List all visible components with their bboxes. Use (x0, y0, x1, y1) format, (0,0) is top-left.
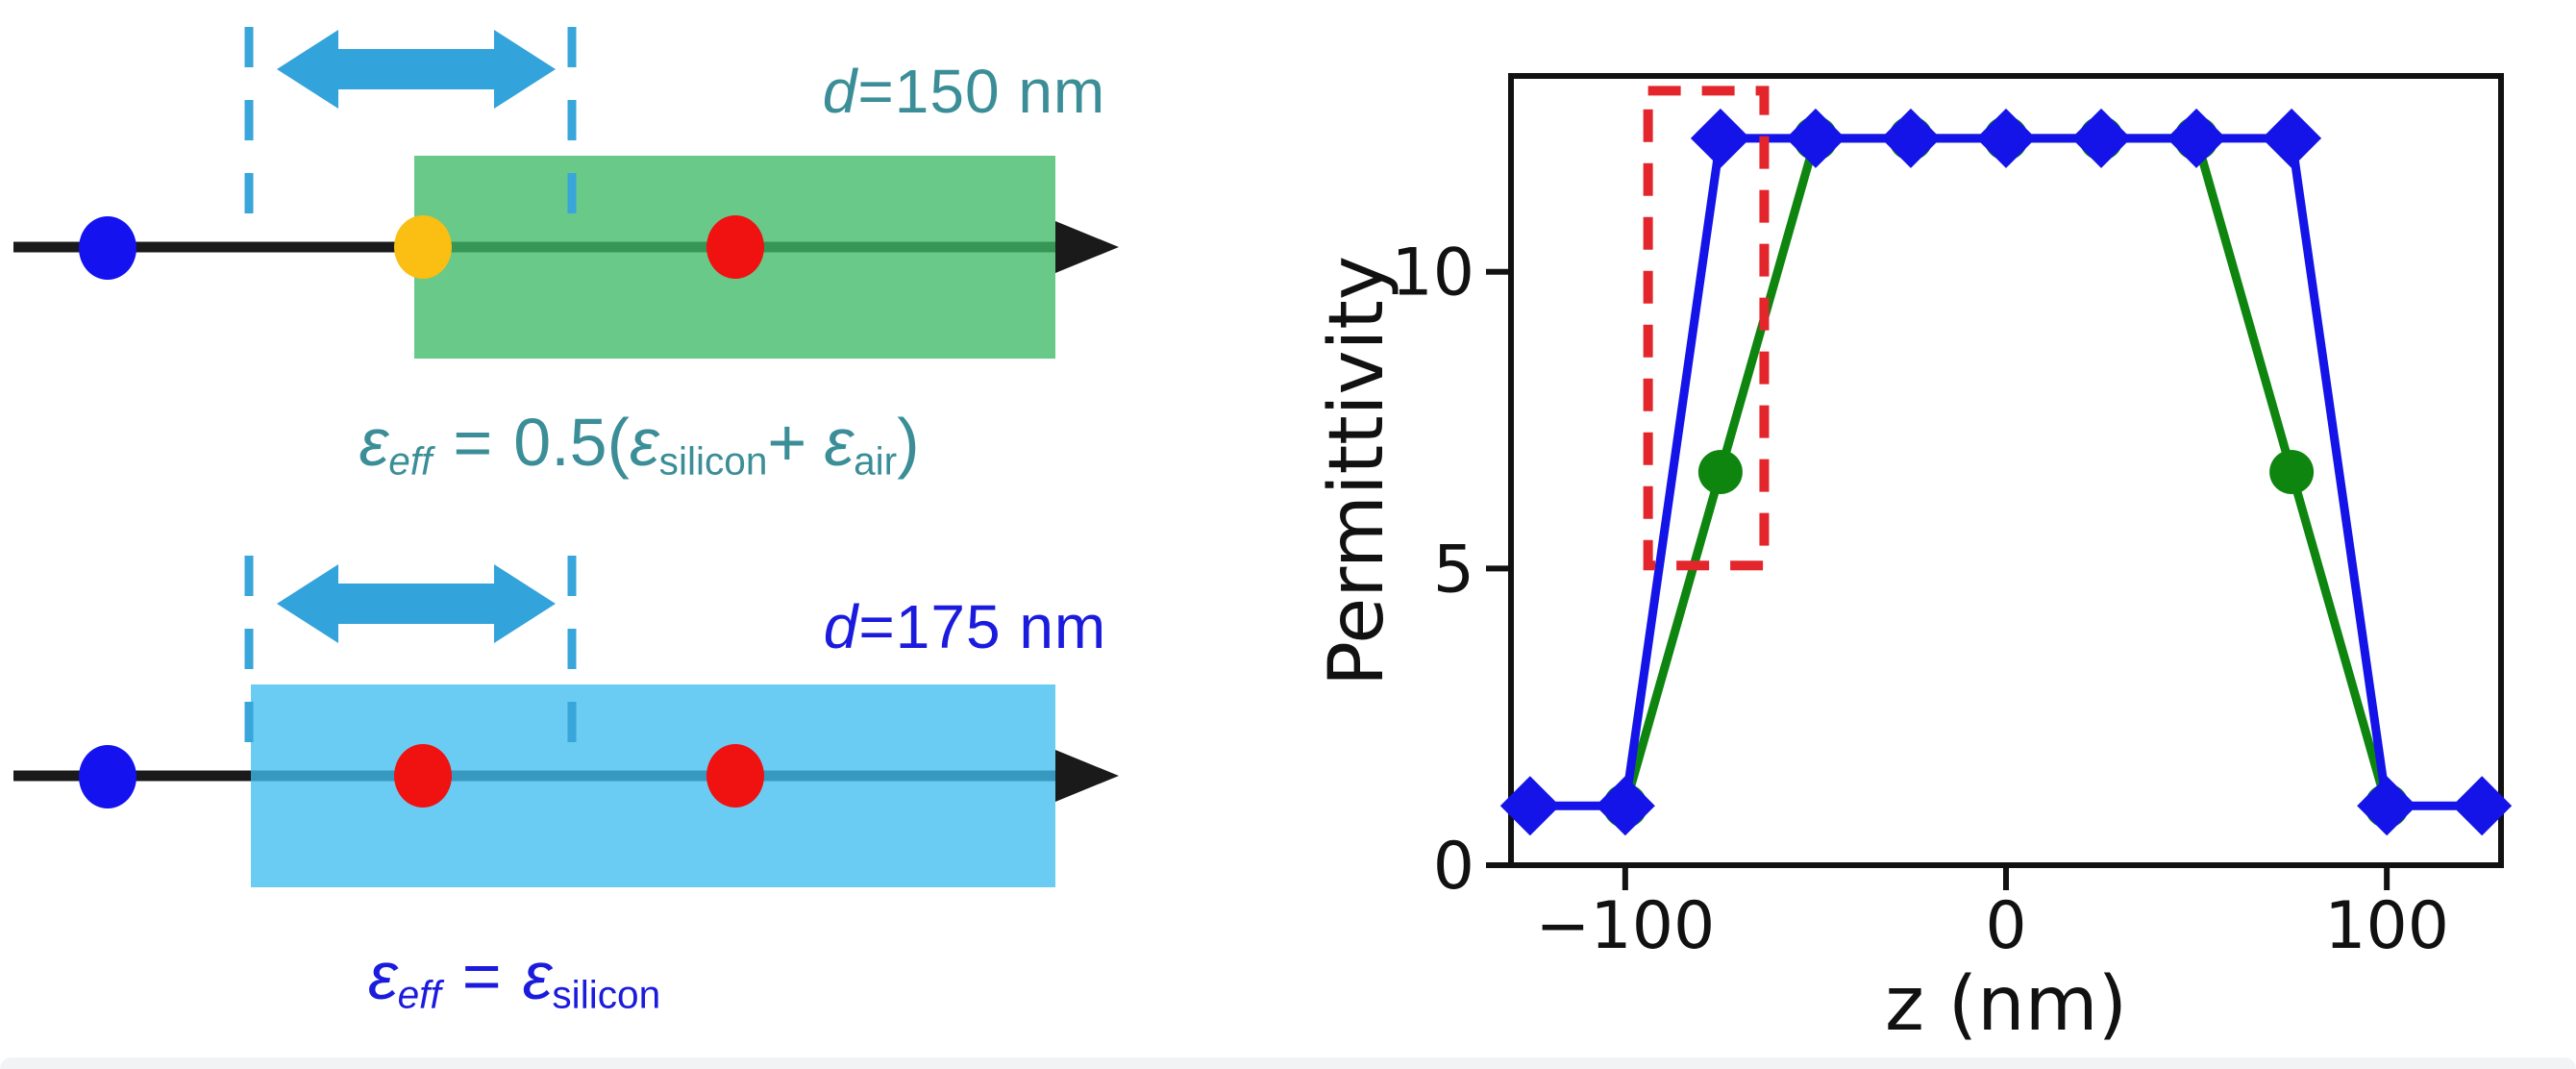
subscript-eff: eff (397, 972, 441, 1017)
plot-marker-diamond (2357, 776, 2417, 836)
highlight-box-dashed (1643, 86, 1770, 571)
x-tick-label: −100 (1535, 888, 1715, 964)
plot-axes-box (1508, 73, 2504, 868)
slab-thickness-label-d150: d=150 nm (823, 56, 1105, 127)
grid-point-red-2 (706, 744, 764, 808)
subscript-eff: eff (388, 438, 433, 484)
grid-point-red-1 (394, 744, 452, 808)
equals-sign: = (453, 405, 493, 480)
d-symbol: d (823, 592, 859, 661)
plot-marker-diamond (1880, 108, 1941, 168)
plot-marker-diamond (1785, 108, 1845, 168)
grid-point-yellow-boundary (394, 215, 452, 279)
plot-marker-diamond (1499, 776, 1560, 836)
y-tick-label: 10 (1391, 236, 1474, 311)
double-arrow-icon (277, 30, 556, 109)
subscript-silicon: silicon (658, 438, 768, 484)
epsilon-symbol: ε (824, 405, 855, 480)
plot-marker-circle (1697, 450, 1743, 495)
epsilon-symbol: ε (359, 405, 389, 480)
plot-line-diamond (1529, 134, 2483, 810)
epsilon-symbol: ε (522, 938, 553, 1013)
axis-arrowhead-icon (1055, 221, 1119, 273)
equation-effective-permittivity-d175: εeff = εsilicon (367, 937, 660, 1017)
y-axis-label: Permittivity (1314, 255, 1400, 687)
subscript-air: air (854, 438, 898, 484)
equation-effective-permittivity-d150: εeff = 0.5(εsilicon+ εair) (359, 404, 920, 484)
d-value: =150 nm (857, 57, 1106, 126)
y-tick-label: 0 (1433, 829, 1474, 905)
grid-point-blue (79, 745, 136, 808)
grid-point-red (706, 215, 764, 279)
y-tick-label: 5 (1433, 532, 1474, 608)
plot-marker-diamond (2452, 776, 2513, 836)
slab-thickness-label-d175: d=175 nm (824, 591, 1106, 662)
x-axis-label: z (nm) (1884, 961, 2128, 1048)
equals-sign: = (461, 938, 502, 1013)
subscript-silicon: silicon (552, 972, 661, 1017)
grid-point-blue (79, 216, 136, 280)
plot-marker-diamond (1976, 108, 2036, 168)
plot-marker-diamond (2167, 108, 2227, 168)
plot-marker-diamond (1595, 776, 1655, 836)
plot-marker-diamond (2262, 108, 2322, 168)
double-arrow-icon (277, 564, 556, 643)
epsilon-symbol: ε (629, 405, 659, 480)
plot-series-layer: 0 5 10 −100 0 100 (1391, 86, 2513, 964)
epsilon-symbol: ε (367, 938, 398, 1013)
x-tick-label: 0 (1985, 888, 2026, 964)
d-value: =175 nm (858, 592, 1107, 661)
diagram-d175 (13, 556, 1119, 887)
plot-marker-circle (2269, 450, 2315, 495)
factor-term: 0.5( (513, 405, 630, 480)
plot-marker-diamond (2071, 108, 2132, 168)
d-symbol: d (822, 57, 858, 126)
permittivity-plot: 0 5 10 −100 0 100 (1391, 73, 2513, 964)
silicon-slab-cyan (251, 684, 1055, 887)
diagram-d150 (13, 27, 1119, 359)
plot-marker-diamond (1690, 108, 1750, 168)
axis-arrowhead-icon (1055, 750, 1119, 802)
x-tick-label: 100 (2324, 888, 2449, 964)
closing-paren: ) (897, 405, 920, 480)
window-bottom-strip (0, 1057, 2576, 1069)
plus-sign: + (767, 405, 807, 480)
